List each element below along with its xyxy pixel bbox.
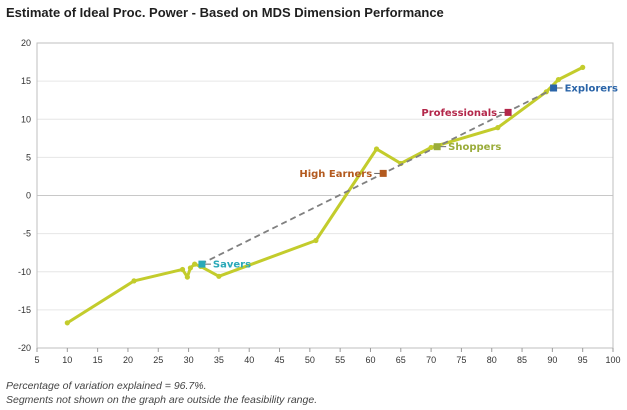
x-tick-label: 100 — [605, 355, 620, 365]
estimate-point — [179, 266, 186, 273]
x-tick-label: 40 — [244, 355, 254, 365]
estimate-point — [580, 64, 586, 70]
x-tick-label: 75 — [456, 355, 466, 365]
x-tick-label: 60 — [365, 355, 375, 365]
x-tick-label: 25 — [153, 355, 163, 365]
x-tick-label: 10 — [62, 355, 72, 365]
segment-marker — [198, 260, 206, 268]
segment-markers: Savers High Earners Shoppers Professionals E… — [198, 83, 618, 271]
estimate-point — [187, 265, 193, 271]
segment-marker — [433, 143, 441, 151]
segment-marker — [550, 84, 558, 92]
y-tick-label: 15 — [21, 76, 31, 86]
x-tick-label: 15 — [93, 355, 103, 365]
series — [64, 64, 586, 326]
footnote-variation: Percentage of variation explained = 96.7… — [6, 380, 207, 392]
estimate-point — [428, 144, 434, 151]
segment-marker — [504, 108, 512, 116]
estimate-point — [373, 146, 380, 152]
estimate-point — [313, 237, 319, 244]
estimate-line — [65, 65, 585, 325]
axes: -20 -15 -10 -5 0 5 10 15 20 5 10 15 20 25 30 35 40 45 50 55… — [18, 38, 621, 365]
plot-frame — [36, 42, 614, 349]
segment-marker — [379, 169, 387, 177]
x-tick-label: 80 — [487, 355, 497, 365]
estimate-point — [184, 274, 190, 280]
x-tick-label: 30 — [184, 355, 194, 365]
chart-title: Estimate of Ideal Proc. Power - Based on… — [6, 5, 444, 20]
x-tick-label: 70 — [426, 355, 436, 365]
y-tick-label: -10 — [18, 267, 31, 277]
x-tick-label: 85 — [517, 355, 527, 365]
chart: -20 -15 -10 -5 0 5 10 15 20 5 10 15 20 25 30 35 40 45 50 55… — [18, 38, 621, 365]
y-tick-label: 10 — [21, 114, 31, 124]
segment-label: High Earners — [299, 169, 372, 180]
fit-line — [200, 85, 559, 265]
y-tick-label: 5 — [26, 152, 31, 162]
footnote-feasibility: Segments not shown on the graph are outs… — [6, 394, 318, 406]
segment-label: Savers — [213, 260, 251, 271]
x-tick-label: 45 — [275, 355, 285, 365]
x-tick-label: 90 — [547, 355, 557, 365]
y-tick-label: 20 — [21, 38, 31, 48]
x-tick-label: 50 — [305, 355, 315, 365]
estimate-point — [495, 125, 501, 131]
y-tick-label: 0 — [26, 191, 31, 201]
y-tick-label: -5 — [23, 229, 31, 239]
y-tick-label: -15 — [18, 305, 31, 315]
estimate-point — [555, 77, 562, 83]
segment-label: Shoppers — [448, 142, 501, 153]
estimate-point — [131, 278, 137, 284]
estimate-point — [192, 261, 198, 267]
x-tick-label: 5 — [34, 355, 39, 365]
x-tick-label: 55 — [335, 355, 345, 365]
estimate-point — [64, 320, 70, 326]
estimate-point — [216, 273, 222, 279]
y-tick-label: -20 — [18, 343, 31, 353]
x-tick-label: 65 — [396, 355, 406, 365]
x-tick-label: 20 — [123, 355, 133, 365]
gridlines — [37, 42, 613, 349]
x-tick-label: 35 — [214, 355, 224, 365]
segment-label: Professionals — [421, 108, 497, 119]
x-tick-label: 95 — [578, 355, 588, 365]
segment-label: Explorers — [565, 83, 618, 94]
